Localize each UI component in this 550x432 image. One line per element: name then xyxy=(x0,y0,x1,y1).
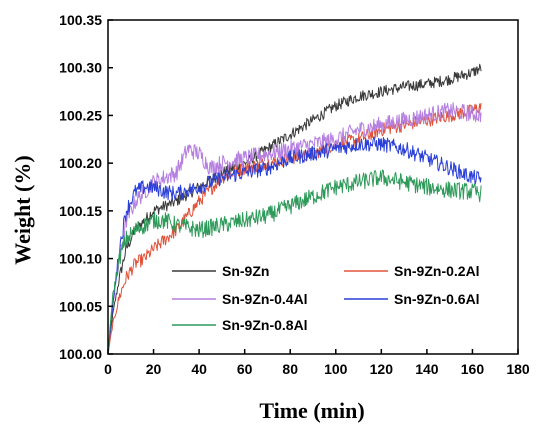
series-line-1 xyxy=(107,63,482,355)
axes-layer xyxy=(107,19,519,355)
y-axis-title: Weight (%) xyxy=(10,155,35,264)
series-layer xyxy=(107,63,482,355)
series-line-5 xyxy=(107,169,482,355)
y-tick-label: 100.05 xyxy=(59,298,102,314)
legend: Sn-9Zn Sn-9Zn-0.2Al Sn-9Zn-0.4Al Sn-9Zn-0.6… xyxy=(172,263,480,333)
x-tick-label: 20 xyxy=(146,361,162,377)
y-tick-label: 100.35 xyxy=(59,12,102,28)
legend-label-4: Sn-9Zn-0.6Al xyxy=(394,291,480,307)
legend-label-2: Sn-9Zn-0.2Al xyxy=(394,263,480,279)
x-tick-label: 0 xyxy=(104,361,112,377)
x-tick-label: 160 xyxy=(461,361,485,377)
y-tick-label: 100.25 xyxy=(59,107,102,123)
x-tick-label: 180 xyxy=(506,361,530,377)
y-tick-label: 100.10 xyxy=(59,251,102,267)
x-tick-label: 40 xyxy=(191,361,207,377)
legend-label-3: Sn-9Zn-0.4Al xyxy=(222,291,308,307)
legend-label-1: Sn-9Zn xyxy=(222,263,269,279)
series-line-4 xyxy=(107,136,482,355)
x-tick-label: 100 xyxy=(324,361,348,377)
x-tick-label: 140 xyxy=(415,361,439,377)
x-tick-label: 80 xyxy=(282,361,298,377)
y-tick-label: 100.15 xyxy=(59,203,102,219)
ticks-layer: 0 20 40 60 80 100 120 140 160 180 100.00 100.05 100.… xyxy=(59,12,530,377)
series-line-2 xyxy=(107,103,482,355)
x-tick-label: 120 xyxy=(370,361,394,377)
y-tick-label: 100.30 xyxy=(59,60,102,76)
y-tick-label: 100.20 xyxy=(59,155,102,171)
y-tick-label: 100.00 xyxy=(59,346,102,362)
plot-frame xyxy=(107,19,519,355)
x-tick-label: 60 xyxy=(237,361,253,377)
legend-label-5: Sn-9Zn-0.8Al xyxy=(222,317,308,333)
x-axis-title: Time (min) xyxy=(259,398,364,423)
